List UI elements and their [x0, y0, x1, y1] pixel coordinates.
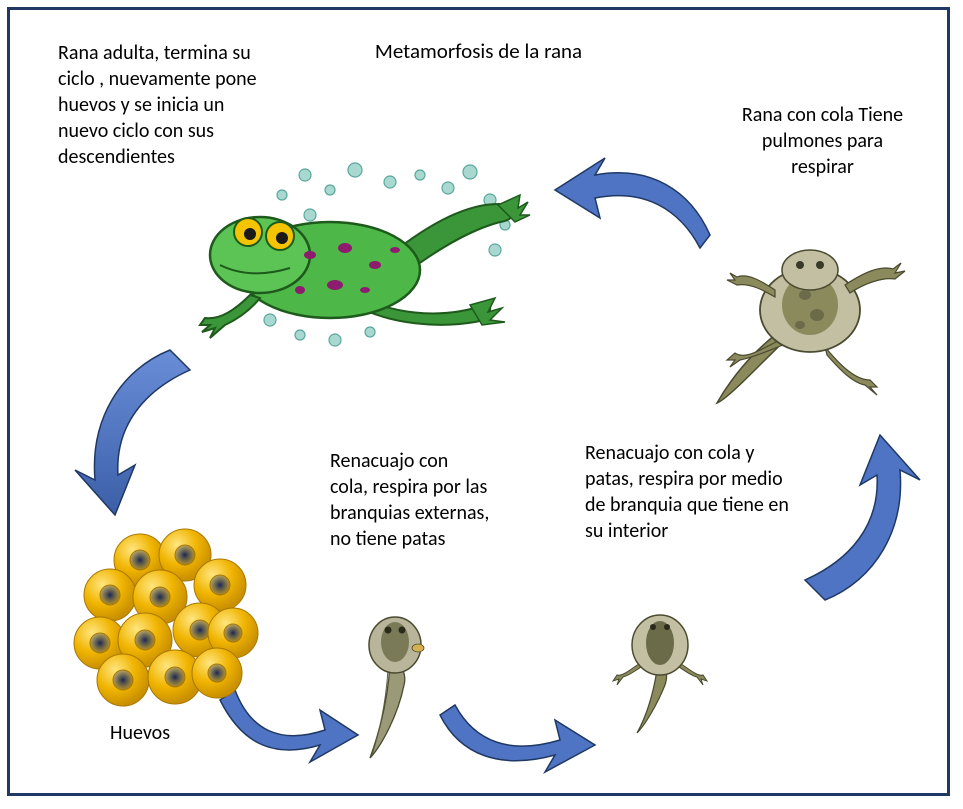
stage-frog-with-tail	[705, 235, 915, 415]
stage-adult-frog	[190, 160, 530, 360]
cycle-arrow-4	[800, 430, 930, 610]
stage-tadpole	[340, 610, 450, 765]
label-adult-frog: Rana adulta, termina su ciclo , nuevamen…	[58, 40, 268, 170]
cycle-arrow-5	[550, 140, 720, 250]
label-tadpole: Renacuajo con cola, respira por las bran…	[330, 448, 490, 552]
label-frog-with-tail: Rana con cola Tiene pulmones para respir…	[730, 102, 915, 180]
cycle-arrow-3	[430, 710, 600, 790]
cycle-arrow-1	[70, 340, 210, 520]
label-tadpole-with-legs: Renacuajo con cola y patas, respira por …	[585, 440, 790, 544]
stage-tadpole-with-legs	[595, 605, 725, 740]
stage-eggs	[65, 525, 270, 720]
diagram-frame: Metamorfosis de la rana Rana adulta, ter…	[7, 7, 950, 796]
